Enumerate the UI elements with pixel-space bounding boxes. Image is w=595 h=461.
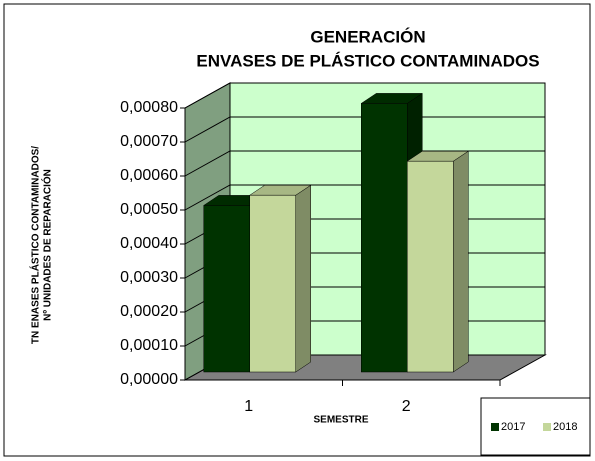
grid-line [184,82,545,109]
bar-side [295,184,311,373]
y-tick-label: 0,00000 [120,371,178,388]
x-tick-label: 1 [244,398,253,415]
legend-box [480,397,591,456]
x-tick-label: 2 [402,398,411,415]
legend-swatch [543,423,551,431]
bar [249,194,296,373]
y-tick-label: 0,00010 [120,337,178,354]
y-tick-label: 0,00020 [120,303,178,320]
bar [407,160,454,373]
legend-label: 2018 [553,421,577,433]
bar-side [453,150,469,373]
y-tick-label: 0,00080 [120,99,178,116]
legend-label: 2017 [501,421,525,433]
legend-swatch [491,423,499,431]
chart-title: ENVASES DE PLÁSTICO CONTAMINADOS [196,51,539,70]
y-axis-title-line: Nº UNIDADES DE REPARACIÓN [41,169,54,321]
grid-line [184,116,545,143]
y-axis-title-line: TN ENASES PLÁSTICO CONTAMINADOS/ [29,146,42,344]
bar [203,205,250,373]
y-tick-label: 0,00060 [120,167,178,184]
y-tick-label: 0,00040 [120,235,178,252]
y-tick-label: 0,00030 [120,269,178,286]
x-axis-title: SEMESTRE [313,415,368,426]
y-tick-label: 0,00050 [120,201,178,218]
y-tick-label: 0,00070 [120,133,178,150]
chart-title: GENERACIÓN [310,27,425,46]
bar [361,103,408,373]
y-axis-title: TN ENASES PLÁSTICO CONTAMINADOS/ Nº UNID… [29,146,54,344]
